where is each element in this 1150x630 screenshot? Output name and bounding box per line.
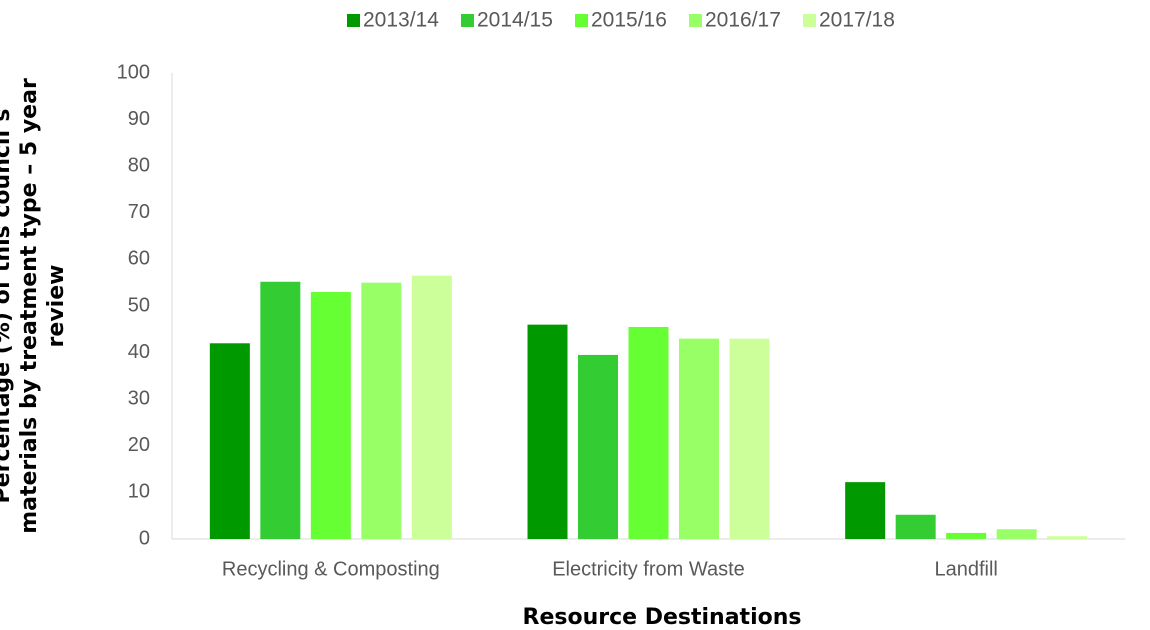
y-tick-label: 90: [128, 108, 150, 130]
bar: [729, 338, 770, 539]
bar: [946, 532, 987, 539]
legend-swatch: [461, 14, 474, 27]
x-tick-label: Electricity from Waste: [552, 558, 745, 580]
y-tick-label: 60: [128, 248, 150, 270]
y-tick-label: 50: [128, 294, 150, 316]
bar: [679, 338, 719, 539]
bar: [361, 282, 402, 539]
bar: [527, 324, 568, 539]
bar: [578, 354, 618, 539]
x-tick-label: Landfill: [934, 558, 997, 580]
y-tick-label: 30: [128, 387, 150, 409]
legend-label: 2015/16: [591, 9, 667, 32]
y-axis-title-line: materials by treatment type – 5 year: [17, 78, 42, 534]
legend-label: 2013/14: [363, 9, 439, 32]
y-axis-title: Percentage (%) of this council’s material…: [0, 78, 69, 534]
y-tick-label: 20: [128, 434, 150, 456]
bar: [310, 292, 351, 539]
bar: [845, 482, 886, 539]
bar: [628, 326, 669, 539]
x-tick-label: Recycling & Composting: [222, 558, 440, 580]
y-tick-label: 0: [139, 527, 150, 549]
legend-swatch: [689, 14, 702, 27]
legend-label: 2017/18: [819, 9, 895, 32]
y-tick-label: 40: [128, 341, 150, 363]
bar: [895, 514, 936, 539]
legend-swatch: [803, 14, 816, 27]
y-tick-label: 100: [117, 61, 150, 83]
x-axis-title: Resource Destinations: [523, 605, 802, 630]
legend-swatch: [575, 14, 588, 27]
y-tick-label: 70: [128, 201, 150, 223]
bar: [260, 281, 301, 539]
legend-label: 2014/15: [477, 9, 553, 32]
y-axis-title-line: review: [44, 265, 69, 348]
legend-label: 2016/17: [705, 9, 781, 32]
y-tick-label: 10: [128, 481, 150, 503]
legend-swatch: [347, 14, 360, 27]
y-axis-title-line: Percentage (%) of this council’s: [0, 109, 15, 504]
y-tick-label: 80: [128, 154, 150, 176]
bar: [411, 275, 452, 539]
bar: [1047, 536, 1088, 539]
bar: [209, 343, 250, 539]
bar: [996, 529, 1037, 539]
